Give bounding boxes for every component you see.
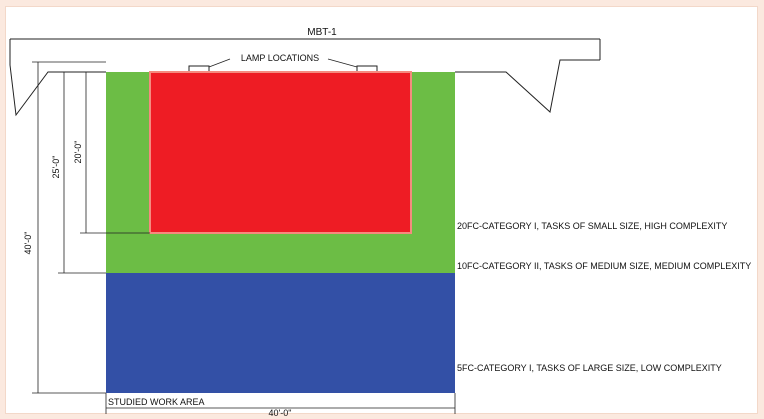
zone-red [149, 71, 412, 234]
zone-green-label: 10FC-CATEGORY II, TASKS OF MEDIUM SIZE, … [457, 261, 751, 271]
dim-40-vertical-label: 40'-0" [23, 232, 33, 255]
lamp-locations-label: LAMP LOCATIONS [241, 53, 319, 63]
fixture-right-wing [455, 59, 600, 113]
dim-40-horizontal-label: 40'-0" [269, 408, 292, 418]
diagram-title: MBT-1 [307, 27, 337, 38]
zone-blue [106, 273, 455, 393]
zone-red-label: 20FC-CATEGORY I, TASKS OF SMALL SIZE, HI… [457, 221, 727, 231]
lamp-leader-left [208, 58, 231, 68]
dim-25-vertical-label: 25'-0" [51, 156, 61, 179]
fixture-left-wing [9, 64, 106, 117]
dim-20-vertical-label: 20'-0" [73, 141, 83, 164]
studied-work-area-label: STUDIED WORK AREA [108, 397, 205, 407]
zone-blue-label: 5FC-CATEGORY I, TASKS OF LARGE SIZE, LOW… [457, 363, 722, 373]
lamp-leader-right [327, 58, 358, 68]
